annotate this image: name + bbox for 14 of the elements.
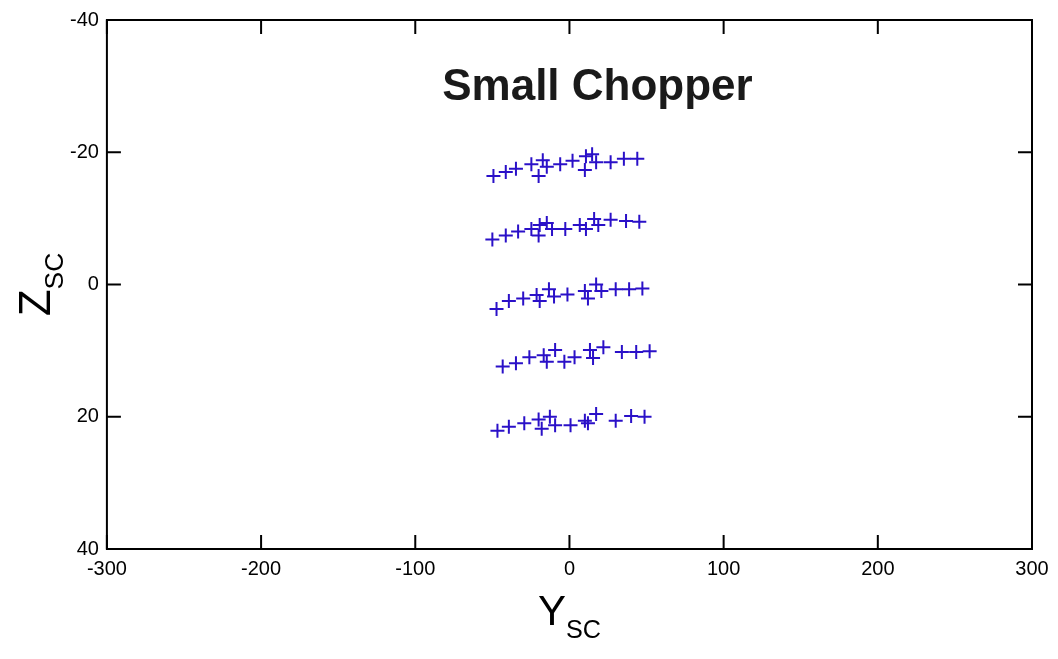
y-tick-label: 40 [76, 536, 99, 559]
y-tick-label: 20 [76, 404, 99, 427]
x-tick-label: 200 [861, 556, 895, 579]
y-axis-title: ZSC [10, 252, 70, 317]
x-tick-label: 0 [563, 556, 576, 579]
x-tick-label: -200 [241, 556, 282, 579]
y-tick-label: 0 [87, 272, 99, 295]
x-tick-label: -300 [86, 556, 127, 579]
x-tick-label: -100 [395, 556, 436, 579]
y-tick-label: -40 [70, 7, 99, 30]
text: Small Chopper [442, 60, 753, 110]
x-tick-label: 300 [1015, 556, 1049, 579]
x-tick-label: 100 [706, 556, 741, 579]
y-tick-label: -20 [70, 139, 99, 162]
